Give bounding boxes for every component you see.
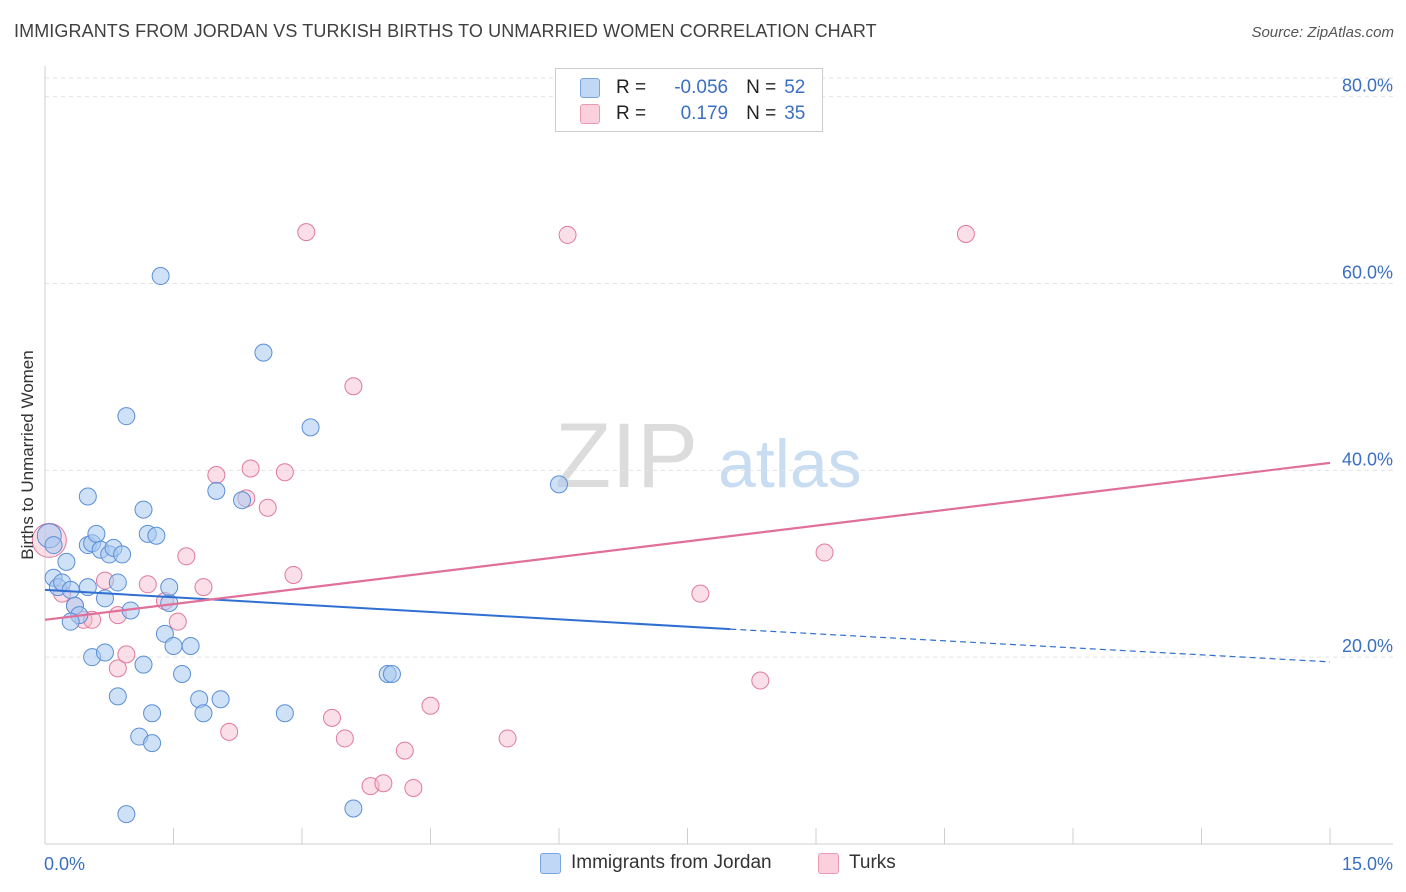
data-point-jordan <box>181 636 200 655</box>
trendline-jordan-extension <box>730 628 1331 663</box>
data-point-turks <box>335 729 354 748</box>
data-point-jordan <box>301 418 320 437</box>
data-point-turks <box>275 463 294 482</box>
data-point-jordan <box>117 805 136 824</box>
y-tick-label: 20.0% <box>1342 636 1393 656</box>
data-point-jordan <box>57 552 76 571</box>
data-point-jordan <box>61 580 80 599</box>
legend-r-label: R = <box>616 77 647 98</box>
watermark-zip: ZIP <box>555 405 698 507</box>
data-point-turks <box>395 741 414 760</box>
data-point-turks <box>691 584 710 603</box>
data-point-turks <box>374 774 393 793</box>
data-point-turks <box>194 578 213 597</box>
data-point-jordan <box>207 481 226 500</box>
data-point-jordan <box>108 687 127 706</box>
chart-title: IMMIGRANTS FROM JORDAN VS TURKISH BIRTHS… <box>14 21 877 41</box>
data-point-jordan <box>550 475 568 494</box>
bottom-legend-label-turks: Turks <box>849 852 896 873</box>
data-point-turks <box>344 377 363 396</box>
legend-row-jordan: R = -0.056 N = 52 <box>580 75 805 101</box>
data-point-jordan <box>147 526 166 545</box>
bottom-legend-jordan: Immigrants from Jordan <box>540 852 772 874</box>
data-point-turks <box>956 225 975 244</box>
legend-n-label: N = <box>746 77 777 98</box>
y-tick-label: 80.0% <box>1342 76 1393 96</box>
data-point-jordan <box>108 573 127 592</box>
y-tick-label: 40.0% <box>1342 449 1393 469</box>
data-point-turks <box>241 459 260 478</box>
source-credit: Source: ZipAtlas.com <box>1251 24 1394 41</box>
data-point-jordan <box>151 267 170 286</box>
data-point-turks <box>815 543 834 562</box>
data-point-jordan <box>87 524 106 543</box>
data-point-jordan <box>113 545 132 564</box>
data-point-jordan <box>95 643 114 662</box>
data-point-turks <box>108 659 127 678</box>
data-point-turks <box>404 778 423 797</box>
data-point-jordan <box>78 487 97 506</box>
legend-swatch-turks <box>580 104 600 124</box>
bottom-legend-turks: Turks <box>818 852 896 874</box>
legend-n-value: 35 <box>784 103 806 124</box>
data-point-turks <box>284 565 303 584</box>
legend-r-label: R = <box>616 103 647 124</box>
data-point-jordan <box>164 636 183 655</box>
data-point-jordan <box>117 407 136 426</box>
bottom-swatch-jordan <box>540 852 561 874</box>
data-point-turks <box>207 466 226 485</box>
data-point-turks <box>558 225 577 244</box>
legend-r-value: -0.056 <box>674 77 729 98</box>
data-point-jordan <box>233 491 252 510</box>
data-point-turks <box>421 696 440 715</box>
data-point-turks <box>138 575 157 594</box>
data-point-turks <box>751 671 770 690</box>
x-tick-label: 0.0% <box>44 854 85 874</box>
trendline-turks <box>44 461 1331 621</box>
bottom-legend-label-jordan: Immigrants from Jordan <box>571 852 772 873</box>
watermark-atlas: atlas <box>718 426 862 502</box>
data-point-jordan <box>194 704 213 723</box>
data-point-turks <box>220 722 239 741</box>
data-point-jordan <box>254 343 273 362</box>
correlation-legend: R = -0.056 N = 52 R = 0.179 N = 35 <box>555 68 823 132</box>
y-tick-label: 60.0% <box>1342 263 1393 283</box>
data-point-jordan <box>211 690 230 709</box>
bottom-swatch-turks <box>818 852 839 874</box>
data-point-turks <box>177 547 196 566</box>
data-point-turks <box>498 729 517 748</box>
data-point-jordan <box>173 664 192 683</box>
x-tick-label: 15.0% <box>1342 854 1393 874</box>
data-point-turks <box>117 645 136 664</box>
trendline-jordan <box>44 588 731 631</box>
data-point-jordan <box>44 536 63 555</box>
data-point-jordan <box>344 799 363 818</box>
data-point-jordan <box>160 578 179 597</box>
data-point-turks <box>258 498 277 517</box>
data-point-jordan <box>143 734 162 753</box>
legend-n-value: 52 <box>784 77 806 98</box>
legend-n-label: N = <box>746 103 777 124</box>
data-point-turks <box>322 708 341 727</box>
data-point-jordan <box>134 655 153 674</box>
legend-r-value: 0.179 <box>680 103 729 124</box>
legend-swatch-jordan <box>580 78 600 98</box>
data-point-turks <box>168 612 187 631</box>
legend-row-turks: R = 0.179 N = 35 <box>580 101 805 127</box>
y-axis-label: Births to Unmarried Women <box>18 350 37 559</box>
data-point-jordan <box>275 704 294 723</box>
data-point-jordan <box>143 704 162 723</box>
data-point-jordan <box>134 500 153 519</box>
data-point-jordan <box>382 664 401 683</box>
data-point-turks <box>297 223 316 242</box>
